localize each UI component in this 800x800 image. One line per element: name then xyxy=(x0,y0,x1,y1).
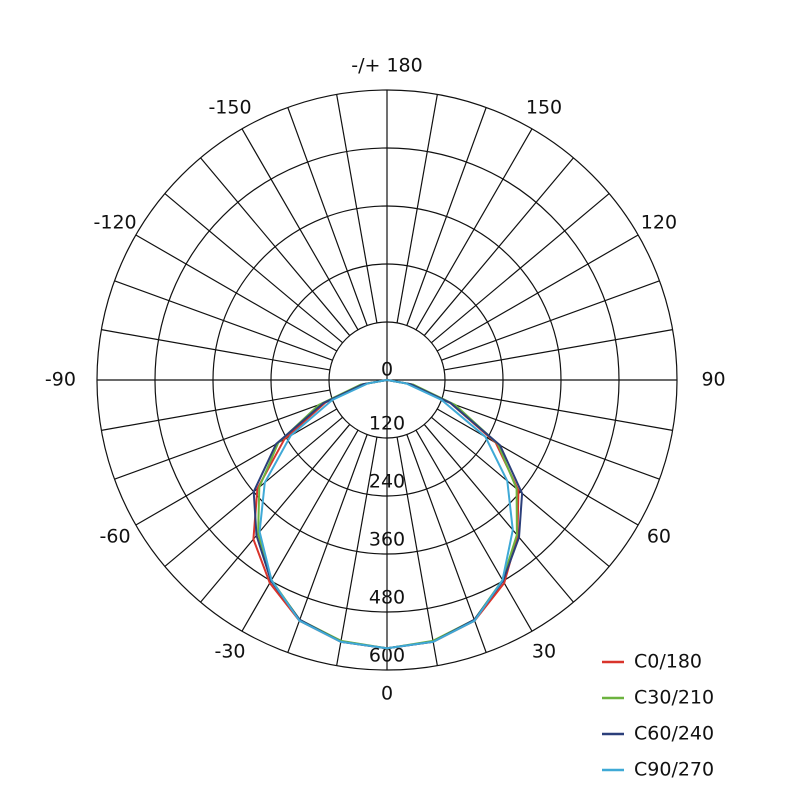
curve xyxy=(258,379,514,650)
grid-ring xyxy=(270,263,504,497)
theta-tick-label: -150 xyxy=(208,97,251,119)
theta-tick-label: -30 xyxy=(214,640,245,662)
r-tick-label: 600 xyxy=(369,645,405,667)
legend-label: C60/240 xyxy=(634,723,714,745)
r-tick-label: 0 xyxy=(381,359,393,381)
grid-ring xyxy=(328,321,446,439)
r-tick-label: 480 xyxy=(369,587,405,609)
theta-tick-label: -/+ 180 xyxy=(351,55,422,77)
legend-label: C0/180 xyxy=(634,651,702,673)
theta-tick-label: 60 xyxy=(647,526,671,548)
legend-label: C90/270 xyxy=(634,759,714,781)
legend-label: C30/210 xyxy=(634,687,714,709)
theta-tick-label: 0 xyxy=(381,683,393,705)
theta-tick-label: -90 xyxy=(45,369,76,391)
grid-ring xyxy=(212,205,562,555)
grid-ring xyxy=(96,89,678,671)
theta-tick-label: 150 xyxy=(526,97,562,119)
theta-tick-label: 120 xyxy=(641,212,677,234)
r-tick-label: 120 xyxy=(369,413,405,435)
r-tick-label: 360 xyxy=(369,529,405,551)
r-tick-label: 240 xyxy=(369,471,405,493)
theta-tick-label: 90 xyxy=(701,369,725,391)
theta-tick-label: -120 xyxy=(94,212,137,234)
theta-tick-label: 30 xyxy=(532,640,556,662)
theta-tick-label: -60 xyxy=(100,526,131,548)
grid-ring xyxy=(154,147,620,613)
